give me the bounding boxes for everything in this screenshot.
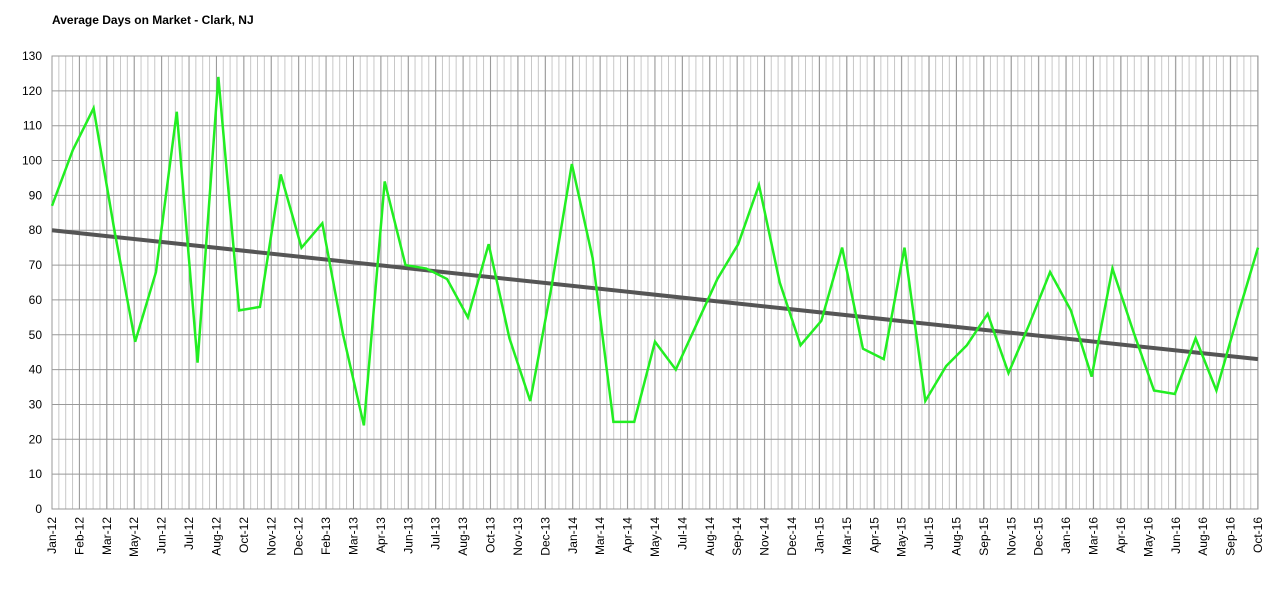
x-tick-label: Sep-16 xyxy=(1224,517,1238,556)
x-tick-label: Feb-13 xyxy=(319,517,333,555)
x-tick-label: Apr-15 xyxy=(867,517,881,553)
y-tick-label: 80 xyxy=(29,223,43,237)
x-tick-label: Jul-13 xyxy=(429,517,443,550)
data-line xyxy=(50,76,1260,426)
y-tick-label: 130 xyxy=(22,49,42,63)
x-tick-label: Jan-15 xyxy=(812,517,826,554)
y-tick-label: 70 xyxy=(29,258,43,272)
x-tick-label: Mar-13 xyxy=(347,517,361,555)
y-tick-label: 40 xyxy=(29,363,43,377)
x-tick-label: Jan-12 xyxy=(45,517,59,554)
x-tick-label: Jul-15 xyxy=(922,517,936,550)
x-tick-label: Jul-12 xyxy=(182,517,196,550)
y-tick-label: 90 xyxy=(29,188,43,202)
x-tick-label: May-15 xyxy=(895,517,909,557)
trendline xyxy=(51,228,1259,362)
x-tick-label: Sep-15 xyxy=(977,517,991,556)
x-tick-label: Jul-14 xyxy=(675,517,689,550)
y-tick-label: 110 xyxy=(23,119,42,133)
x-tick-label: Dec-15 xyxy=(1032,517,1046,556)
x-tick-label: Aug-16 xyxy=(1196,517,1210,556)
y-tick-label: 120 xyxy=(22,84,42,98)
y-tick-label: 0 xyxy=(35,502,42,516)
x-tick-label: Dec-12 xyxy=(292,517,306,556)
x-tick-label: Aug-13 xyxy=(456,517,470,556)
x-tick-label: Nov-13 xyxy=(511,517,525,556)
chart-title: Average Days on Market - Clark, NJ xyxy=(52,13,254,27)
x-tick-label: Mar-15 xyxy=(840,517,854,555)
x-tick-label: Jun-12 xyxy=(155,517,169,554)
x-tick-label: Mar-16 xyxy=(1087,517,1101,555)
x-tick-label: Dec-13 xyxy=(538,517,552,556)
x-tick-label: Jun-16 xyxy=(1169,517,1183,554)
x-tick-label: Nov-15 xyxy=(1004,517,1018,556)
y-tick-label: 60 xyxy=(29,293,43,307)
y-tick-label: 30 xyxy=(29,397,43,411)
x-tick-label: Apr-16 xyxy=(1114,517,1128,553)
x-tick-label: Oct-12 xyxy=(237,517,251,553)
x-tick-label: May-14 xyxy=(648,517,662,557)
y-tick-label: 50 xyxy=(29,328,43,342)
y-tick-label: 10 xyxy=(29,467,43,481)
x-tick-label: Mar-14 xyxy=(593,517,607,555)
x-tick-label: May-16 xyxy=(1141,517,1155,557)
x-tick-label: Apr-13 xyxy=(374,517,388,553)
y-tick-label: 100 xyxy=(22,154,42,168)
x-tick-label: Nov-12 xyxy=(264,517,278,556)
x-tick-label: Oct-13 xyxy=(484,517,498,553)
x-tick-label: Dec-14 xyxy=(785,517,799,556)
x-tick-label: Jan-16 xyxy=(1059,517,1073,554)
x-tick-label: Jun-13 xyxy=(401,517,415,554)
x-tick-label: Mar-12 xyxy=(100,517,114,555)
x-tick-label: Aug-14 xyxy=(703,517,717,556)
y-tick-label: 20 xyxy=(29,432,43,446)
x-tick-label: May-12 xyxy=(127,517,141,557)
x-tick-label: Aug-12 xyxy=(209,517,223,556)
x-tick-label: Oct-16 xyxy=(1251,517,1265,553)
x-tick-label: Aug-15 xyxy=(950,517,964,556)
x-tick-label: Nov-14 xyxy=(758,517,772,556)
x-tick-label: Feb-12 xyxy=(72,517,86,555)
x-tick-label: Apr-14 xyxy=(621,517,635,553)
x-tick-label: Sep-14 xyxy=(730,517,744,556)
x-tick-label: Jan-14 xyxy=(566,517,580,554)
